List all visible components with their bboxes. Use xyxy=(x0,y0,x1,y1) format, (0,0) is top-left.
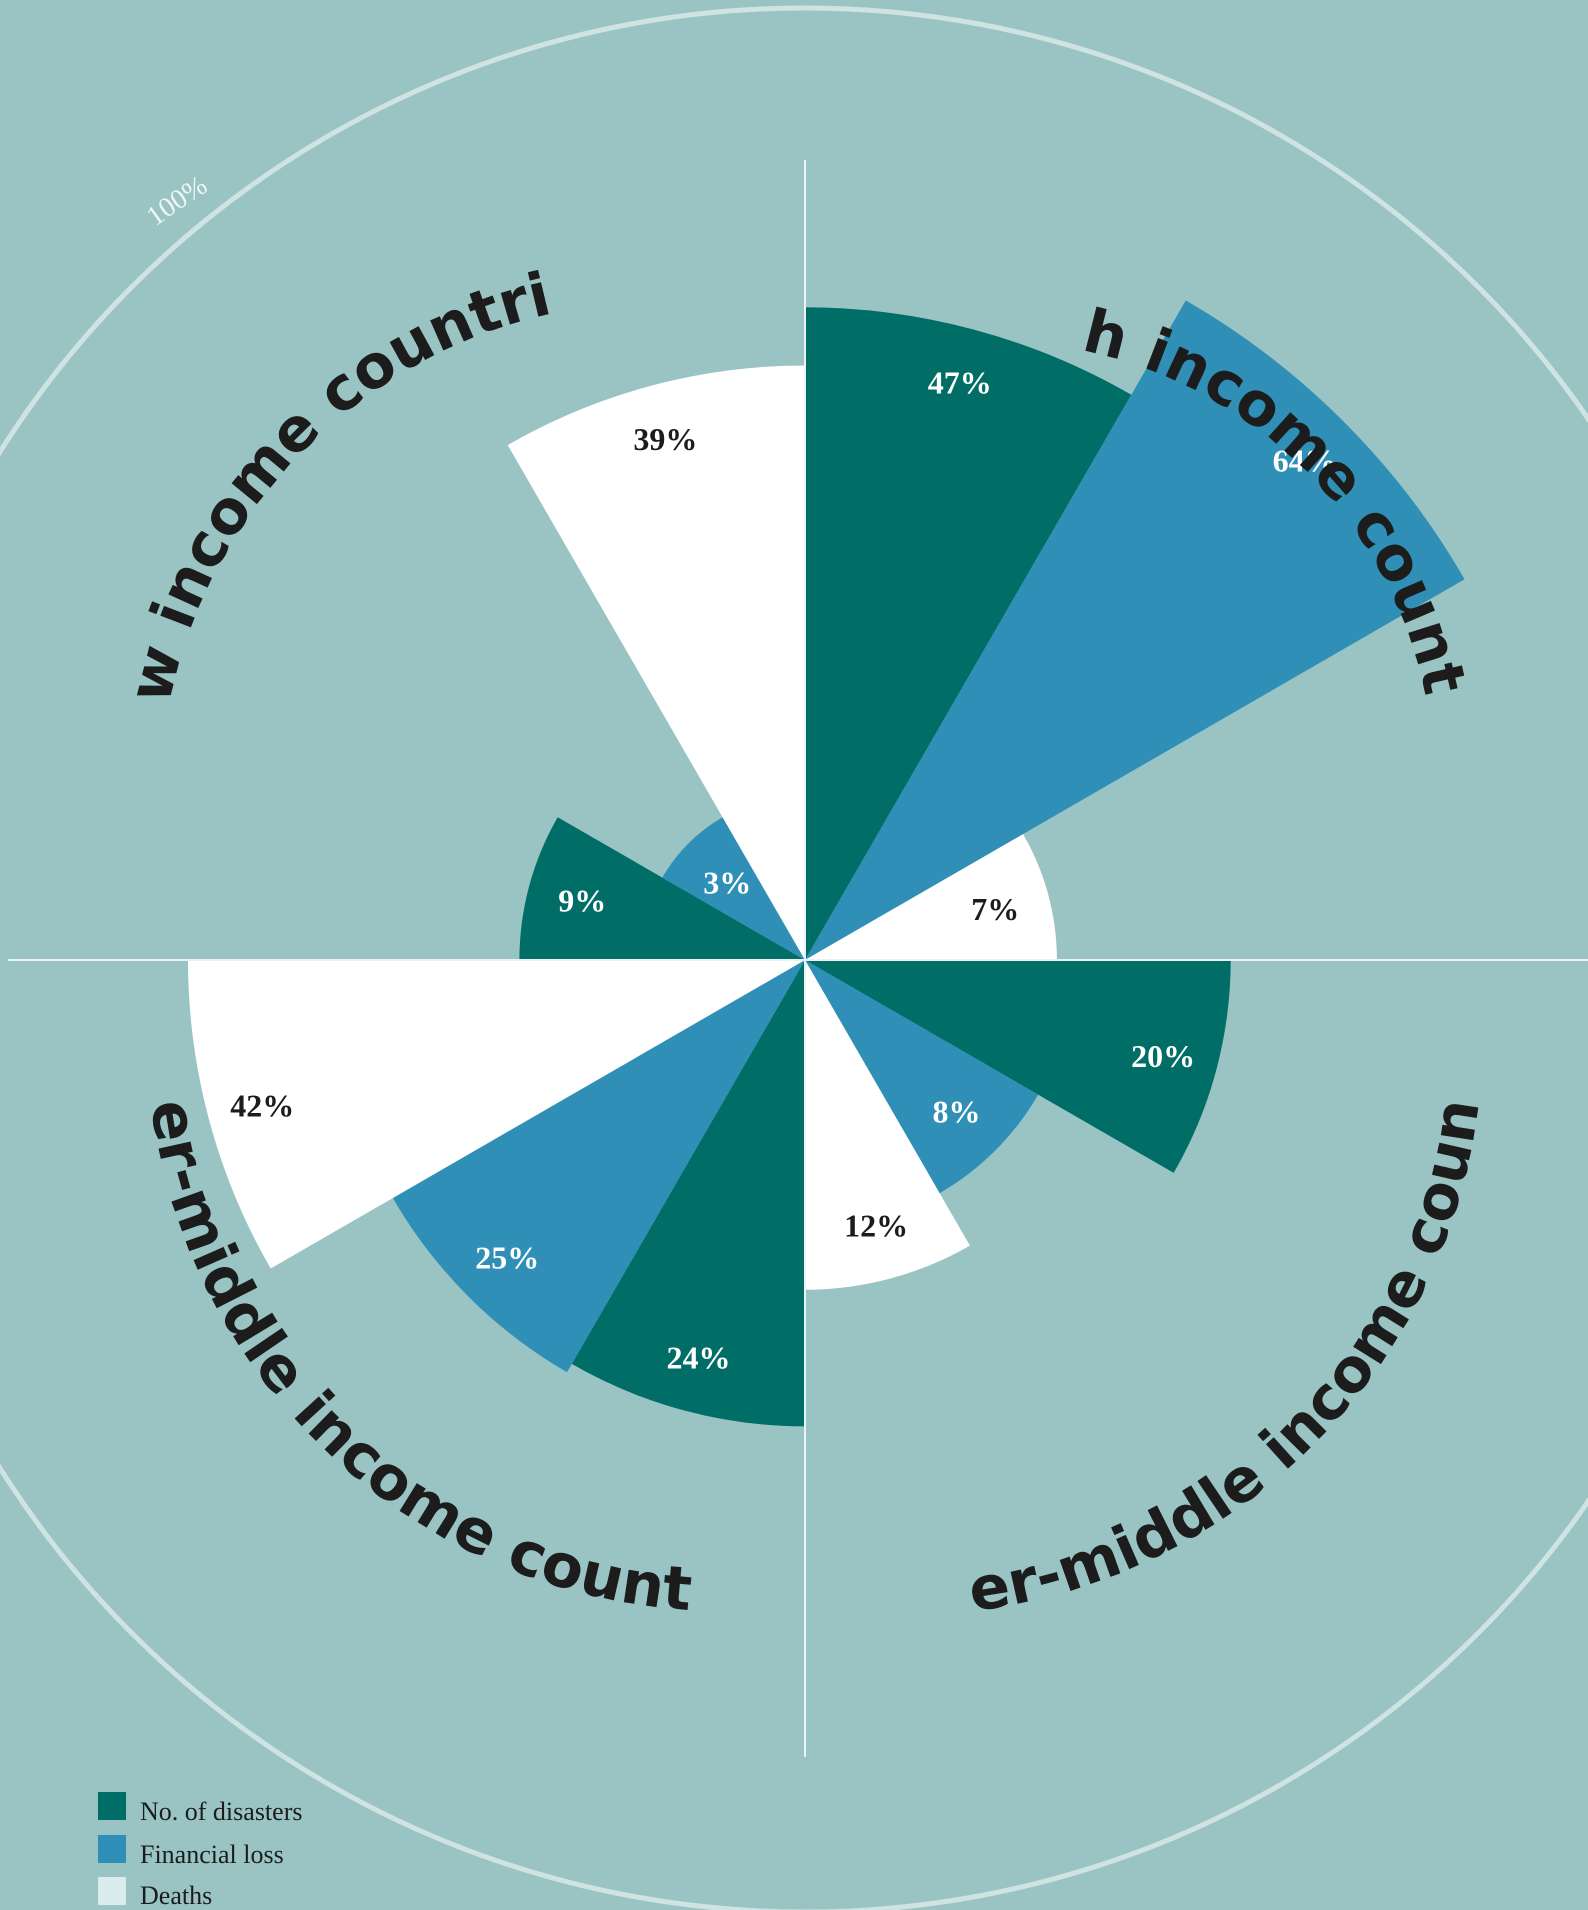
wedge-upper-middle-income-countries-deaths xyxy=(805,960,970,1290)
legend-swatch-deaths xyxy=(98,1877,126,1905)
legend-label-financial: Financial loss xyxy=(140,1840,284,1869)
wedge-high-income-countries-disasters xyxy=(805,307,1132,960)
wedge-low-income-countries-disasters xyxy=(519,817,805,960)
wedge-lower-middle-income-countries-disasters xyxy=(571,960,805,1427)
value-label-lower-middle-income-countries-deaths: 42% xyxy=(230,1087,294,1123)
value-label-layer: 47% 64% 7% 20% 8% 12% 24% 25% 42% 9% 3% 39% xyxy=(230,365,1336,1376)
value-label-low-income-countries-disasters: 9% xyxy=(558,882,606,918)
value-label-high-income-countries-financial: 64% xyxy=(1273,442,1337,478)
value-label-high-income-countries-deaths: 7% xyxy=(971,891,1019,927)
wedge-lower-middle-income-countries-deaths xyxy=(188,960,805,1269)
value-label-low-income-countries-deaths: 39% xyxy=(633,421,697,457)
value-label-upper-middle-income-countries-disasters: 20% xyxy=(1131,1038,1195,1074)
wedge-lower-middle-income-countries-financial xyxy=(392,960,805,1373)
value-label-high-income-countries-disasters: 47% xyxy=(928,365,992,401)
legend-label-disasters: No. of disasters xyxy=(140,1797,302,1826)
legend-item-disasters: No. of disasters xyxy=(98,1792,302,1826)
wedge-upper-middle-income-countries-financial xyxy=(805,960,1039,1194)
wedge-low-income-countries-financial xyxy=(662,817,805,960)
value-label-upper-middle-income-countries-deaths: 12% xyxy=(844,1207,908,1243)
legend-item-financial: Financial loss xyxy=(98,1835,284,1869)
legend-swatch-disasters xyxy=(98,1792,126,1820)
wedge-upper-middle-income-countries-disasters xyxy=(805,960,1231,1173)
value-label-lower-middle-income-countries-financial: 25% xyxy=(475,1240,539,1276)
wedge-layer xyxy=(188,300,1465,1427)
value-label-low-income-countries-financial: 3% xyxy=(703,864,751,900)
legend-swatch-financial xyxy=(98,1835,126,1863)
value-label-upper-middle-income-countries-financial: 8% xyxy=(933,1094,981,1130)
wedge-high-income-countries-deaths xyxy=(805,834,1057,960)
wedge-low-income-countries-deaths xyxy=(507,365,805,960)
wedge-high-income-countries-financial xyxy=(805,300,1465,960)
legend-item-deaths: Deaths xyxy=(98,1877,212,1910)
legend: No. of disasters Financial loss Deaths xyxy=(98,1792,302,1910)
value-label-lower-middle-income-countries-disasters: 24% xyxy=(667,1339,731,1375)
legend-label-deaths: Deaths xyxy=(140,1881,212,1910)
reference-circle-100 xyxy=(0,5,1588,1910)
